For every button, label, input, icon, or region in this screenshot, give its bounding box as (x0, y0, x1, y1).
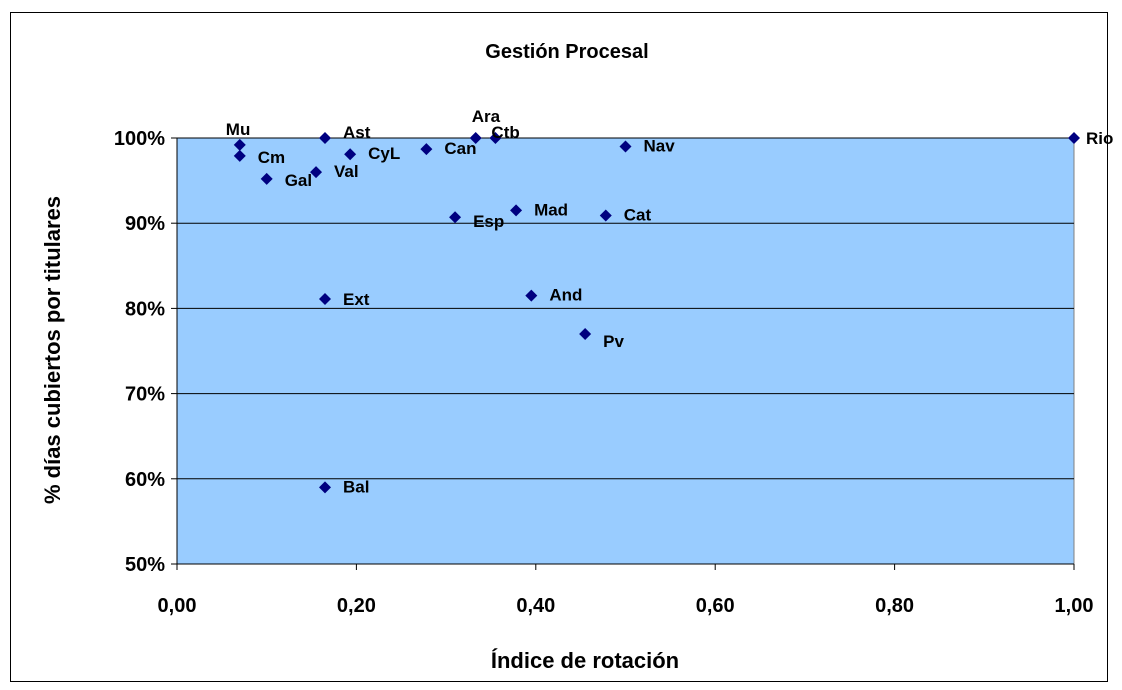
data-point-ctb (489, 132, 502, 144)
axes: 50% 60% 70% 80% 90% 100% 0,00 0,20 0,40 0,60 0,80 1… (114, 128, 1094, 617)
y-tick-label: 90% (125, 213, 165, 235)
data-point-nav (619, 140, 632, 153)
data-point-cm (233, 149, 246, 162)
point-label-bal: Bal (343, 477, 369, 496)
x-tick-label: 1,00 (1055, 595, 1094, 617)
x-tick-label: 0,20 (337, 595, 376, 617)
point-label-val: Val (334, 162, 359, 181)
data-point-esp (449, 211, 462, 224)
point-label-gal: Gal (285, 171, 312, 190)
point-label-nav: Nav (644, 137, 676, 156)
point-label-cyl: CyL (368, 144, 400, 163)
data-point-can (420, 143, 433, 156)
point-label-ara: Ara (472, 107, 501, 126)
point-label-esp: Esp (473, 212, 504, 231)
data-point-rio (1068, 132, 1080, 144)
chart-title: Gestión Procesal (485, 41, 648, 63)
point-label-ext: Ext (343, 290, 370, 309)
data-point-ext (319, 293, 332, 306)
x-tick-label: 0,80 (875, 595, 914, 617)
data-point-mad (510, 204, 523, 217)
data-point-cat (599, 209, 612, 222)
data-point-and (525, 289, 538, 302)
data-point-bal (319, 481, 332, 494)
data-point-val (310, 166, 323, 179)
data-point-cyl (344, 148, 357, 161)
data-point-pv (579, 327, 592, 340)
x-tick-label: 0,60 (696, 595, 735, 617)
point-label-mu: Mu (226, 120, 251, 139)
data-point-gal (260, 172, 273, 185)
x-axis-title: Índice de rotación (491, 648, 679, 673)
data-point-ast (319, 132, 332, 144)
x-tick-label: 0,40 (516, 595, 555, 617)
point-label-ctb: Ctb (491, 123, 519, 142)
data-point-mu (233, 138, 246, 151)
x-tick-label: 0,00 (158, 595, 197, 617)
y-tick-label: 60% (125, 469, 165, 491)
y-axis-title: % días cubiertos por titulares (40, 196, 65, 504)
point-label-mad: Mad (534, 200, 568, 219)
point-label-rio: Rio (1086, 129, 1113, 148)
y-tick-label: 100% (114, 128, 165, 150)
point-label-and: And (549, 286, 582, 305)
y-tick-label: 70% (125, 384, 165, 406)
point-label-cat: Cat (624, 206, 652, 225)
point-label-cm: Cm (258, 148, 285, 167)
plot-area (176, 137, 1075, 565)
y-tick-label: 50% (125, 554, 165, 576)
y-tick-label: 80% (125, 298, 165, 320)
point-label-ast: Ast (343, 123, 371, 142)
point-label-pv: Pv (603, 332, 624, 351)
data-point-ara (469, 132, 482, 144)
point-label-can: Can (444, 139, 476, 158)
